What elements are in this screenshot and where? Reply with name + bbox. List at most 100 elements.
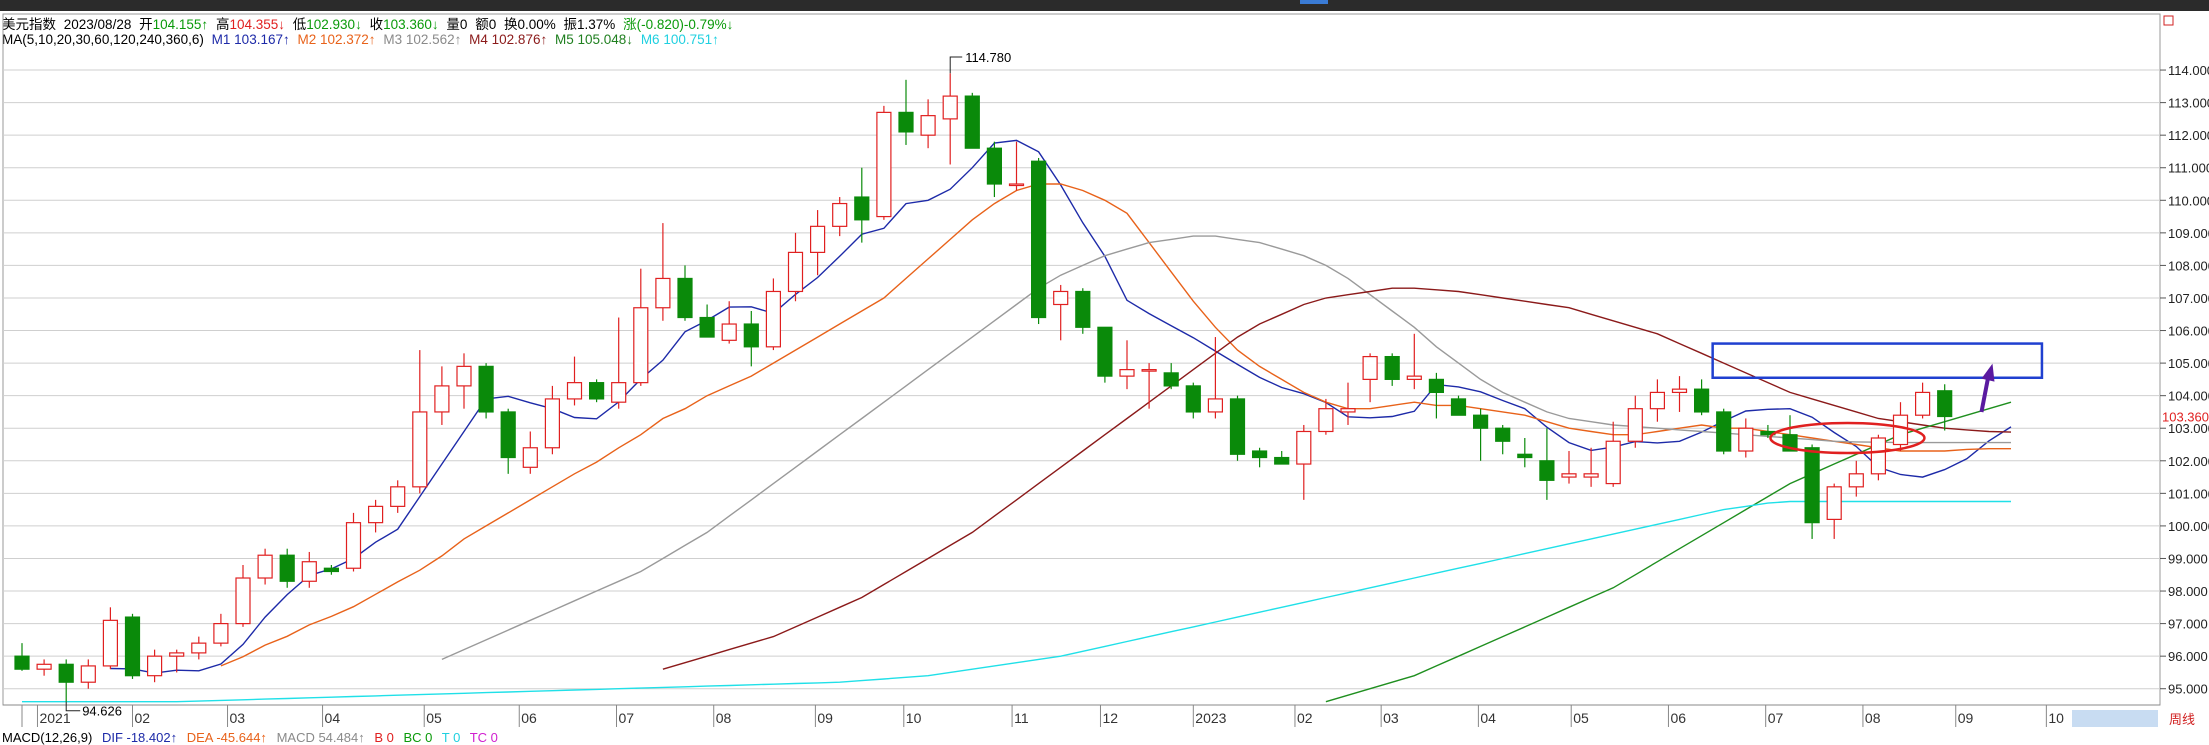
y-tick-label: 99.000: [2168, 551, 2208, 566]
candle: [809, 210, 826, 276]
ma-line-m6: [22, 500, 2011, 703]
macd-value: MACD 54.484↑: [276, 730, 365, 745]
candle: [588, 379, 605, 403]
period-box[interactable]: [2072, 710, 2158, 727]
y-tick-label: 102.000: [2168, 454, 2209, 469]
y-tick-label: 96.000: [2168, 649, 2208, 664]
ma-m6: M6 100.751↑: [640, 32, 719, 47]
amplitude-value: 振1.37%: [563, 17, 616, 32]
y-tick-label: 109.000: [2168, 226, 2209, 241]
candle: [368, 499, 384, 533]
period-label[interactable]: 周线: [2169, 712, 2195, 727]
candle: [633, 268, 649, 386]
x-tick-label: 06: [521, 710, 537, 726]
x-tick-label: 2021: [39, 710, 70, 726]
candle: [257, 548, 273, 585]
close-label: 收: [369, 17, 384, 32]
top-window-bar: [0, 0, 2209, 11]
price-header: 美元指数 2023/08/28 开104.155↑ 高104.355↓ 低102…: [2, 13, 737, 33]
ma-line-m1: [110, 139, 2012, 674]
up-arrow-head: [1981, 363, 1995, 382]
grid-lines: [2, 13, 2161, 706]
top-bar-marker: [1300, 0, 1328, 4]
candle: [522, 431, 538, 474]
candles: [14, 73, 1953, 702]
candle: [1738, 418, 1754, 458]
x-tick-label: 10: [2048, 710, 2064, 726]
axes: 95.00096.00097.00098.00099.000100.000101…: [3, 63, 2209, 727]
candle: [1185, 382, 1201, 419]
candle: [1450, 395, 1467, 416]
candle: [169, 649, 185, 673]
candle: [434, 366, 450, 425]
candle: [1406, 333, 1422, 390]
x-tick-label: 09: [1958, 710, 1974, 726]
low-pointer: [65, 701, 81, 712]
macd-bc: BC 0: [403, 730, 433, 745]
candle: [1495, 424, 1511, 455]
low-annotation: 94.626: [82, 704, 122, 719]
y-tick-label: 100.000: [2168, 519, 2209, 534]
high-pointer: [949, 56, 963, 74]
candle: [124, 613, 141, 679]
candle: [721, 301, 737, 344]
y-tick-label: 112.000: [2168, 128, 2209, 143]
x-tick-label: 12: [1102, 710, 1118, 726]
candle: [323, 564, 339, 575]
last-price-label: 103.360: [2162, 410, 2209, 425]
candle: [102, 607, 119, 670]
candle: [655, 223, 671, 321]
x-tick-label: 04: [325, 710, 341, 726]
candle: [1428, 372, 1445, 419]
candle: [898, 79, 914, 145]
x-tick-label: 05: [1573, 710, 1589, 726]
candle: [1671, 376, 1688, 412]
candle: [1848, 460, 1864, 497]
candle: [1693, 379, 1710, 416]
candle: [456, 353, 472, 409]
low-value: 102.930↓: [306, 17, 362, 32]
y-tick-label: 98.000: [2168, 584, 2208, 599]
open-value: 104.155↑: [152, 17, 209, 32]
x-tick-label: 06: [1670, 710, 1686, 726]
candle: [743, 311, 759, 367]
candle: [14, 643, 30, 671]
x-tick-label: 11: [1014, 710, 1029, 726]
candle: [854, 167, 870, 243]
candle: [1318, 398, 1334, 435]
candle: [1804, 444, 1820, 539]
macd-b: B 0: [374, 730, 394, 745]
candle: [1914, 382, 1931, 419]
candle: [301, 551, 317, 588]
candle: [147, 649, 163, 683]
candle: [235, 564, 251, 627]
candle: [1296, 424, 1312, 500]
candle: [1075, 288, 1091, 334]
candle: [1097, 326, 1113, 383]
candle: [1517, 437, 1533, 468]
candle: [787, 232, 804, 302]
x-tick-label: 07: [1768, 710, 1784, 726]
candle: [412, 350, 428, 494]
y-tick-label: 114.000: [2168, 63, 2209, 78]
x-tick-label: 02: [135, 710, 151, 726]
ma-line-m2: [220, 183, 2011, 667]
candle: [920, 99, 936, 149]
candle: [279, 548, 295, 588]
ma-m1: M1 103.167↑: [211, 32, 290, 47]
candle: [1472, 408, 1489, 461]
ma-m2: M2 102.372↑: [297, 32, 376, 47]
instrument-name: 美元指数: [2, 17, 56, 32]
candle: [1870, 434, 1887, 481]
moving-average-lines: [22, 139, 2012, 703]
x-tick-label: 08: [716, 710, 732, 726]
up-arrow-shaft: [1979, 375, 1991, 413]
candle: [1229, 395, 1246, 461]
x-tick-label: 08: [1865, 710, 1881, 726]
candle: [1008, 141, 1025, 191]
candle: [1561, 451, 1577, 484]
ma-line-m3: [441, 235, 2011, 661]
y-tick-label: 111.000: [2168, 161, 2209, 176]
high-label: 高: [215, 17, 230, 32]
